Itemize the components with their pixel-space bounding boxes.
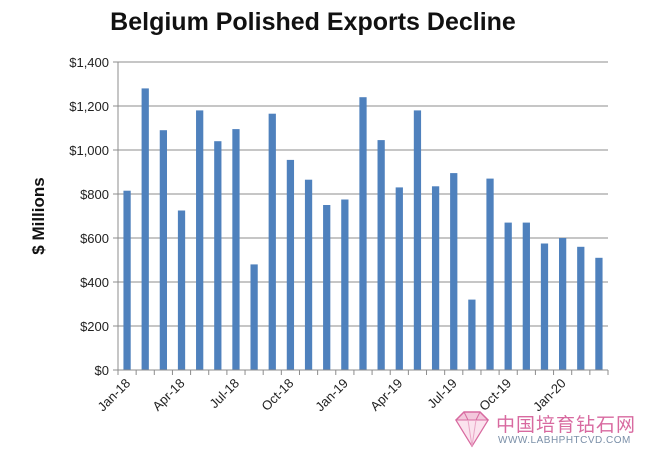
bar-feb-18 — [141, 88, 149, 371]
y-tick-label: $1,200 — [69, 99, 109, 114]
bar-may-18 — [196, 110, 204, 371]
x-tick-label: Jan-19 — [312, 376, 351, 415]
y-tick-label: $1,400 — [69, 55, 109, 70]
watermark-chinese-text: 中国培育钻石网 — [496, 414, 637, 436]
bar-mar-20 — [595, 257, 603, 370]
bars — [123, 88, 603, 371]
bar-jan-20 — [559, 238, 567, 370]
y-axis-ticks: $0 $200 $400 $600 $800 $1,000 $1,200 $1,400 — [69, 55, 118, 378]
diamond-logo-icon — [455, 411, 489, 448]
bar-jul-19 — [450, 173, 458, 370]
x-tick-label: Jul-18 — [206, 376, 242, 412]
x-tick-label: Apr-19 — [367, 376, 405, 414]
y-tick-label: $1,000 — [69, 143, 109, 158]
y-tick-label: $800 — [80, 187, 109, 202]
bar-aug-18 — [250, 264, 258, 370]
axes — [117, 62, 608, 371]
bar-nov-18 — [304, 179, 313, 370]
bar-jun-19 — [431, 186, 440, 370]
x-tick-label: Jul-19 — [424, 376, 460, 412]
y-tick-label: $200 — [80, 319, 109, 334]
bar-mar-18 — [159, 130, 167, 370]
bar-apr-19 — [395, 187, 403, 370]
chart-title: Belgium Polished Exports Decline — [110, 8, 516, 36]
y-tick-label: $400 — [80, 275, 109, 290]
bar-jul-18 — [232, 129, 240, 370]
bar-mar-19 — [377, 140, 385, 370]
x-tick-label: Oct-18 — [258, 376, 296, 414]
bar-sep-18 — [268, 113, 276, 370]
x-tick-label: Jan-18 — [94, 376, 133, 415]
y-axis-label: $ Millions — [29, 177, 48, 254]
bar-nov-19 — [522, 222, 530, 370]
bar-dec-18 — [323, 205, 331, 370]
bar-jan-18 — [123, 190, 131, 370]
bar-feb-20 — [577, 246, 585, 370]
bar-sep-19 — [486, 178, 494, 370]
bar-aug-19 — [468, 299, 476, 370]
watermark-url-text: WWW.LABHPHTCVD.COM — [498, 435, 631, 446]
bar-oct-19 — [504, 222, 512, 370]
watermark: 中国培育钻石网 WWW.LABHPHTCVD.COM — [452, 408, 646, 450]
y-tick-label: $0 — [95, 363, 109, 378]
x-tick-label: Apr-18 — [149, 376, 187, 414]
bar-jan-19 — [341, 199, 349, 370]
bar-apr-18 — [177, 210, 186, 370]
bar-feb-19 — [359, 97, 367, 370]
bar-may-19 — [413, 110, 422, 371]
bar-dec-19 — [540, 243, 549, 370]
bar-oct-18 — [286, 159, 295, 370]
y-tick-label: $600 — [80, 231, 109, 246]
bar-jun-18 — [214, 141, 222, 370]
